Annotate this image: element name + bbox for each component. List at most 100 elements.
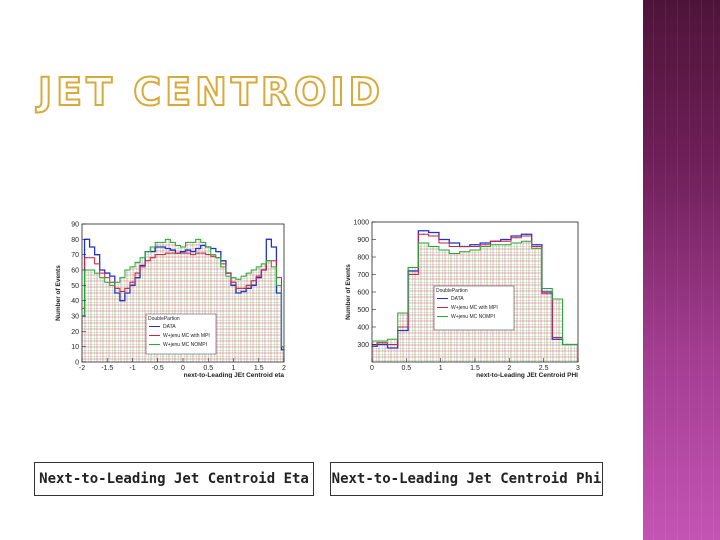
data-point [278,284,280,286]
data-point [172,252,174,254]
data-point [96,263,98,265]
data-point [371,345,373,347]
data-point [187,241,189,243]
y-tick-label: 700 [357,272,369,279]
y-tick-label: 500 [357,307,369,314]
data-point [464,251,466,253]
data-point [273,246,275,248]
data-point [212,247,214,250]
y-tick-label: 70 [71,252,79,259]
data-point [172,249,174,251]
data-point [202,244,204,247]
data-point [237,292,240,294]
data-point [433,245,435,248]
data-point [474,249,476,251]
data-point [536,247,538,249]
data-point [91,246,93,248]
data-point [152,251,154,253]
data-point [197,252,199,254]
data-point [381,342,383,344]
eta-chart: 0 10 20 30 40 50 60 70 80 90 -2 -1.5 -1 -0.5 0 0.5 1 1.5 2… [55,222,286,379]
data-point [381,343,383,346]
x-tick-label: -1 [129,365,135,372]
data-point [443,242,445,244]
data-point [172,241,174,243]
data-point [515,242,517,244]
x-tick-label: 0.5 [401,365,411,372]
data-point [142,266,144,268]
x-tick-label: 3 [576,365,580,372]
data-point [96,254,98,256]
data-point [111,284,113,286]
x-tick-label: -2 [79,365,85,372]
y-tick-label: 90 [71,222,79,229]
data-point [268,238,270,240]
y-tick-label: 600 [357,290,369,297]
data-point [202,252,204,254]
x-tick-label: 1 [232,365,236,372]
data-point [232,281,235,283]
data-point [197,247,199,250]
data-point [232,284,235,286]
x-tick-label: 2.5 [539,365,549,372]
data-point [147,260,149,262]
data-point [443,238,445,241]
data-point [412,266,414,269]
data-point [142,264,144,266]
x-tick-label: 0 [181,365,185,372]
data-point [81,307,83,309]
data-point [131,281,134,283]
x-tick-label: -1.5 [101,365,113,372]
data-point [258,266,260,268]
data-point [237,278,240,280]
legend-title: DoublePartion [436,288,468,294]
data-point [273,260,275,262]
y-tick-label: 1000 [353,220,369,227]
hatched-fill-area [82,239,284,362]
data-point [131,284,134,286]
data-point [227,272,230,274]
series-line-2 [82,238,284,348]
data-point [433,235,435,237]
data-point [525,235,528,237]
x-axis-title: next-to-Leading JEt Centroid eta [184,372,285,378]
data-point [126,269,129,271]
x-axis-title: next-to-Leading JEt Centroid PHI [476,372,578,379]
data-point [248,272,250,274]
legend-title: DoublePartion [148,316,180,322]
y-tick-label: 60 [71,268,79,275]
legend-box [145,313,217,355]
data-point [116,281,118,283]
data-point [197,238,199,240]
data-point [202,241,204,243]
data-point [142,257,144,259]
data-point [243,275,245,277]
data-point [222,260,224,262]
data-point [182,246,184,248]
data-point [412,273,414,276]
data-point [577,343,579,346]
data-point [253,284,255,286]
data-point [402,326,404,328]
data-point [167,252,169,254]
data-point [222,263,224,265]
data-point [212,254,214,256]
y-tick-label: 40 [71,298,79,305]
data-point [392,338,394,340]
data-point [412,270,414,272]
data-point [217,251,219,253]
y-tick-label: 50 [71,283,79,290]
data-point [258,275,260,277]
data-point [536,244,538,246]
legend-entry: DATA [163,324,176,330]
data-point [248,284,250,286]
y-tick-label: 30 [71,314,79,321]
y-tick-label: 300 [357,342,369,349]
data-point [495,240,497,242]
data-point [116,292,118,294]
data-point [525,233,528,235]
data-point [422,242,425,244]
data-point [111,275,113,277]
data-point [402,312,404,314]
y-axis-title: Number of Events [55,265,62,321]
